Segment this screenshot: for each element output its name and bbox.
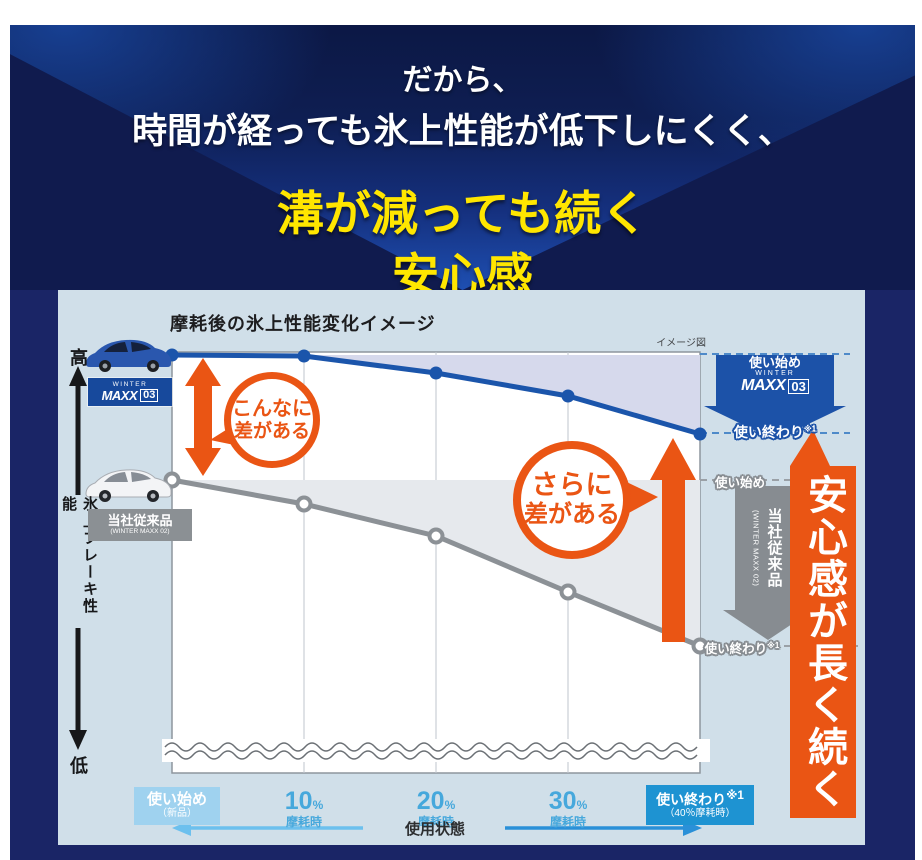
blue-end-label: 使い終わり※1: [712, 422, 838, 442]
xtick-end-text: 使い終わり: [656, 791, 727, 808]
gray-start-label: 使い始め: [714, 476, 765, 490]
axis-break-wavy-lines: [164, 742, 698, 760]
banner-shape: [790, 430, 856, 818]
logo-winter-text: WINTER: [755, 370, 795, 377]
logo-maxx-text: MAXX: [101, 388, 138, 404]
blue-lifespan-arrow: [704, 355, 846, 440]
frame-bottom-strip: [10, 845, 915, 860]
frame-left-strip: [10, 290, 58, 860]
callout2-line2: 差がある: [524, 501, 620, 529]
headline-line1: だから、: [402, 64, 523, 97]
xtick-end-main: 使い終わり※1: [656, 788, 744, 808]
reassurance-banner: 安心感が長く続く: [802, 474, 846, 810]
gray-end-footnote-mark: ※1: [767, 640, 780, 650]
blue-arrow-maxx03-logo: WINTER MAXX 03: [723, 370, 827, 394]
header-banner: だから、 時間が経っても氷上性能が低下しにくく、 溝が減っても続く 安心感: [10, 25, 915, 290]
blue-start-label: 使い始め: [748, 355, 801, 370]
blue-end-footnote-mark: ※1: [803, 424, 817, 434]
xtick-30pct: 30% 摩耗時: [523, 787, 613, 829]
gray-arrow-conventional-label: (WINTER MAXX 02) 当社従来品: [737, 490, 799, 606]
gray-end-label: 使い終わり※1: [692, 638, 792, 657]
xtick-start-sub: （新品）: [157, 808, 197, 820]
callout2-line1: さらに: [531, 470, 613, 501]
gray-name-main: 当社従来品: [765, 508, 783, 588]
xtick-20-num: 20: [416, 787, 445, 815]
blue-series-points: [165, 348, 707, 441]
frame-right-strip: [865, 290, 915, 860]
gray-dashed-levels: [700, 479, 858, 647]
conventional-name: 当社従来品: [107, 512, 173, 528]
headline-line3: 溝が減っても続く: [276, 187, 649, 240]
xtick-30-pct: %: [576, 798, 588, 812]
x-axis-label: 使用状態: [404, 821, 465, 838]
xtick-end-sub: （40％摩耗時）: [664, 808, 736, 820]
xtick-20-sub: 摩耗時: [417, 815, 454, 829]
headline-line4: 安心感: [392, 249, 533, 290]
y-axis-high-label: 高: [70, 348, 88, 368]
xtick-10pct: 10% 摩耗時: [259, 787, 349, 829]
difference-arrow-new: [185, 358, 221, 476]
difference-arrow-worn: [650, 438, 696, 642]
logo-winter-text: WINTER: [112, 380, 148, 388]
chart-panel: 摩耗後の氷上性能変化イメージ イメージ図 高 氷上ブレーキ性能 低 WINTER…: [58, 290, 865, 845]
xtick-10-pct: %: [312, 798, 324, 812]
blue-end-text: 使い終わり: [733, 424, 804, 440]
xtick-start-box: 使い始め （新品）: [134, 787, 220, 825]
callout1-line1: こんなに: [232, 397, 312, 420]
gray-end-text: 使い終わり: [704, 642, 768, 656]
gray-series-points: [163, 471, 709, 655]
logo-maxx-text: MAXX: [741, 377, 786, 394]
callout-difference-new: こんなに 差がある: [224, 372, 320, 468]
xtick-10-num: 10: [284, 787, 313, 815]
legend-conventional-label: 当社従来品 (WINTER MAXX 02): [88, 509, 192, 541]
callout1-line2: 差がある: [233, 420, 310, 442]
xtick-start-main: 使い始め: [146, 790, 207, 808]
xtick-20-pct: %: [444, 798, 456, 812]
blue-loss-shade: [172, 355, 700, 434]
legend-maxx03-logo: WINTER MAXX 03: [88, 378, 172, 406]
conventional-subname: (WINTER MAXX 02): [110, 528, 170, 536]
chart-title: 摩耗後の氷上性能変化イメージ: [170, 314, 436, 334]
xtick-end-box: 使い終わり※1 （40％摩耗時）: [646, 785, 754, 825]
chart-note: イメージ図: [656, 338, 706, 349]
gray-name-sub: (WINTER MAXX 02): [751, 509, 761, 587]
logo-03-badge: 03: [140, 389, 159, 403]
y-axis-arrow: [69, 366, 87, 750]
y-axis-low-label: 低: [70, 756, 88, 776]
callout-difference-worn: さらに 差がある: [513, 441, 631, 559]
xtick-30-sub: 摩耗時: [549, 815, 586, 829]
xtick-30-num: 30: [548, 787, 577, 815]
xtick-20pct: 20% 摩耗時: [391, 787, 481, 829]
xtick-10-sub: 摩耗時: [285, 815, 322, 829]
xtick-end-footnote-mark: ※1: [726, 788, 744, 802]
blue-car-illustration: [86, 339, 171, 372]
logo-03-badge: 03: [788, 378, 809, 394]
headline-line2: 時間が経っても氷上性能が低下しにくく、: [132, 112, 793, 151]
gray-car-illustration: [85, 469, 172, 502]
